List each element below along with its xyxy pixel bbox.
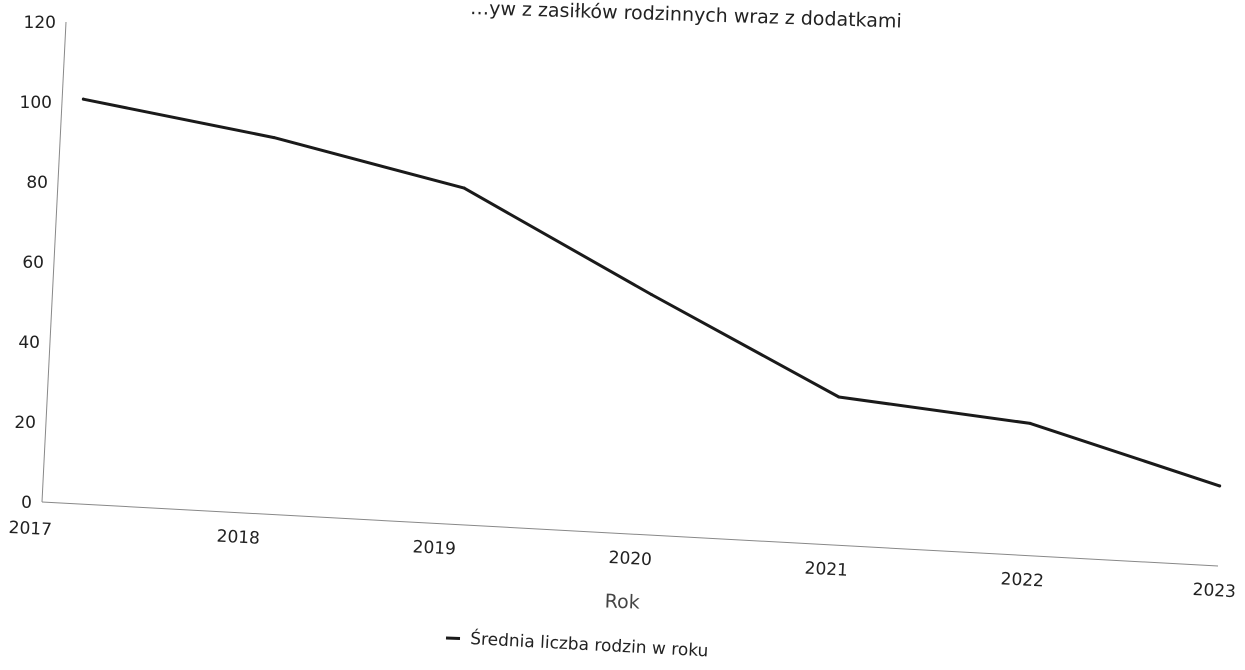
x-tick-label: 2017	[8, 518, 52, 540]
x-tick-label: 2018	[216, 527, 260, 549]
x-axis-title: Rok	[604, 590, 640, 613]
x-tick-label: 2023	[1192, 580, 1236, 602]
x-tick-label: 2019	[412, 537, 456, 559]
y-axis-line	[41, 21, 67, 503]
y-tick-label: 0	[21, 493, 32, 513]
data-point	[81, 97, 85, 101]
y-tick-label: 120	[24, 13, 56, 33]
data-point	[462, 186, 466, 190]
data-point	[272, 136, 276, 140]
data-point	[1028, 421, 1032, 425]
data-point	[837, 395, 841, 399]
series-line	[81, 97, 1222, 488]
x-tick-label: 2020	[608, 548, 652, 570]
chart-title: …yw z zasiłków rodzinnych wraz z dodatka…	[470, 0, 902, 33]
y-tick-label: 60	[22, 253, 44, 273]
y-tick-label: 20	[14, 413, 36, 433]
y-tick-label: 40	[18, 333, 40, 353]
data-point	[1218, 484, 1222, 488]
y-tick-label: 80	[26, 173, 48, 193]
legend-label: Średnia liczba rodzin w roku	[470, 627, 709, 661]
y-tick-label: 100	[20, 93, 52, 113]
data-point	[649, 293, 653, 297]
x-tick-label: 2022	[1000, 569, 1044, 591]
legend-swatch	[445, 636, 461, 640]
x-axis-line	[41, 501, 1219, 567]
x-tick-label: 2021	[804, 559, 848, 581]
